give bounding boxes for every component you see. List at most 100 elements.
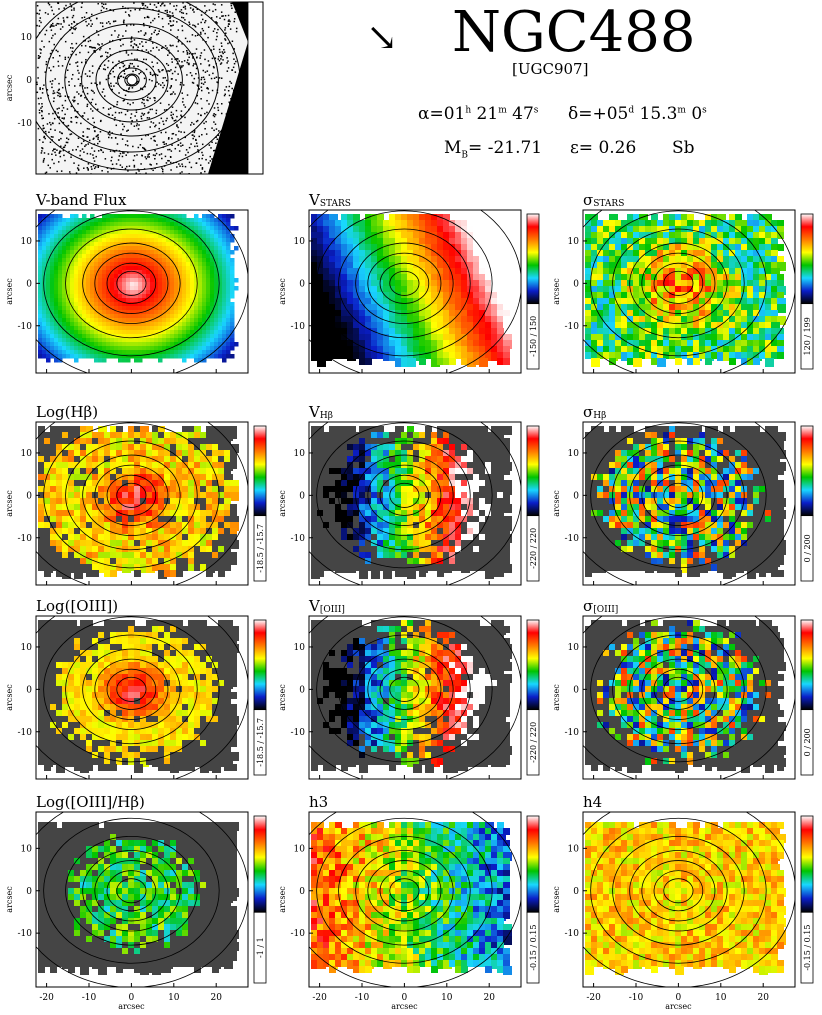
y-tick-label: 0	[299, 491, 305, 501]
panel-title: h4	[583, 793, 602, 811]
y-tick-label: -10	[291, 322, 306, 332]
panel-title: σSTARS	[583, 191, 624, 209]
y-tick-label: -10	[291, 728, 306, 738]
x-tick-label: -20	[312, 993, 327, 1003]
dec-m: m	[677, 105, 686, 116]
panel-title-sub: [OIII]	[593, 605, 618, 615]
contour-line	[355, 850, 454, 932]
x-tick-label: -20	[586, 993, 601, 1003]
y-tick-label: 10	[21, 449, 33, 459]
y-tick-label: 10	[294, 449, 306, 459]
y-tick-label: 0	[299, 279, 305, 289]
contour-line	[663, 482, 694, 508]
colorbar	[253, 815, 267, 913]
y-tick-label: 10	[21, 643, 33, 653]
y-tick-label: -10	[18, 534, 33, 544]
y-tick-label: -10	[291, 929, 306, 939]
colorbar	[800, 815, 814, 913]
contour-line	[65, 440, 198, 551]
thumbnail-image: 10 0 -10 arcsec	[5, 1, 264, 175]
dec-s-val: 0	[685, 104, 703, 124]
panel-title-sub: Hβ	[320, 411, 333, 421]
contour-line	[629, 454, 728, 537]
y-tick-label: 0	[573, 685, 579, 695]
contour-line	[116, 270, 147, 296]
y-tick-label: -10	[565, 534, 580, 544]
dec-m-val: 15.3	[634, 104, 678, 124]
y-axis-label: arcsec	[278, 886, 287, 913]
panel-title: Log([OIII])	[36, 597, 118, 615]
panel-title-sub: Hβ	[593, 411, 606, 421]
contour-line	[355, 242, 454, 325]
contour-line	[590, 817, 767, 964]
colorbar-range: -220 / 220	[529, 528, 538, 569]
contour-line	[641, 658, 716, 720]
thumb-y-label: arcsec	[5, 74, 14, 101]
panel-1: V-band Flux 10 0 -10 arcsec	[5, 191, 249, 374]
colorbar	[253, 619, 267, 711]
y-tick-label: 10	[568, 643, 580, 653]
colorbar	[253, 425, 267, 517]
y-axis-label: arcsec	[278, 278, 287, 305]
ra-h: h	[465, 105, 472, 116]
x-tick-label: 10	[715, 993, 727, 1003]
x-axis-label: arcsec	[391, 1002, 418, 1011]
contour-line	[106, 668, 157, 710]
panel-title: VHβ	[308, 403, 333, 421]
colorbar-range: -1 / 1	[256, 937, 265, 958]
y-axis-label: arcsec	[5, 886, 14, 913]
y-axis-label: arcsec	[552, 684, 561, 711]
contour-line	[653, 870, 704, 912]
y-tick-label: -10	[565, 322, 580, 332]
contour-line	[663, 878, 694, 904]
y-tick-label: 10	[294, 844, 306, 854]
contour-line	[355, 648, 454, 731]
x-tick-label: 0	[402, 993, 408, 1003]
colorbar-range: -18.5 / -15.7	[256, 524, 265, 573]
contour-line	[94, 860, 169, 922]
y-tick-label: 10	[21, 844, 33, 854]
mag-sub: B	[461, 150, 469, 161]
panel-title-sub: STARS	[320, 199, 351, 209]
y-tick-label: 10	[568, 844, 580, 854]
contour-line	[641, 860, 716, 922]
coordinates: α=01h 21m 47s	[418, 104, 538, 124]
colorbar-range: -0.15 / 0.15	[803, 925, 812, 971]
y-tick-label: 10	[568, 237, 580, 247]
contour-line	[43, 210, 220, 357]
contour-line	[316, 616, 493, 763]
contour-line	[612, 835, 745, 946]
contour-line	[316, 422, 493, 569]
contour-line	[316, 817, 493, 964]
panel-title: σ[OIII]	[583, 597, 618, 615]
panel-8: V[OIII] 10 0 -10 arcsec -220 / 220	[278, 597, 540, 780]
arrow-glyph: ↘	[366, 15, 398, 59]
panel-4: Log(Hβ) 10 0 -10 arcsec -18.5 / -15.7	[5, 403, 267, 586]
contour-line	[653, 262, 704, 304]
y-tick-label: 0	[573, 491, 579, 501]
colorbar	[526, 425, 540, 517]
contour-line	[367, 658, 442, 720]
galaxy-name: NGC488	[452, 0, 696, 65]
contour-line	[629, 242, 728, 325]
contour-line	[43, 817, 220, 964]
x-tick-label: -10	[629, 993, 644, 1003]
panel-9: σ[OIII] 10 0 -10 arcsec 0 / 200	[552, 597, 814, 780]
contour-line	[653, 668, 704, 710]
contour-line	[106, 262, 157, 304]
y-axis-label: arcsec	[278, 684, 287, 711]
magnitude-line: MB= -21.71	[444, 138, 542, 160]
x-tick-label: 20	[483, 993, 495, 1003]
panel-10: Log([OIII]/Hβ) 10 0 -10 arcsec -20 -10 0 10 20 arc…	[5, 793, 267, 1011]
contour-line	[82, 454, 181, 537]
contour-line	[116, 676, 147, 702]
contour-line	[389, 482, 420, 508]
x-tick-label: 0	[676, 993, 682, 1003]
colorbar-range: 0 / 200	[803, 534, 812, 562]
y-tick-label: -10	[291, 534, 306, 544]
colorbar-range: -0.15 / 0.15	[529, 925, 538, 971]
contour-line	[94, 658, 169, 720]
y-axis-label: arcsec	[5, 684, 14, 711]
contour-line	[106, 474, 157, 516]
